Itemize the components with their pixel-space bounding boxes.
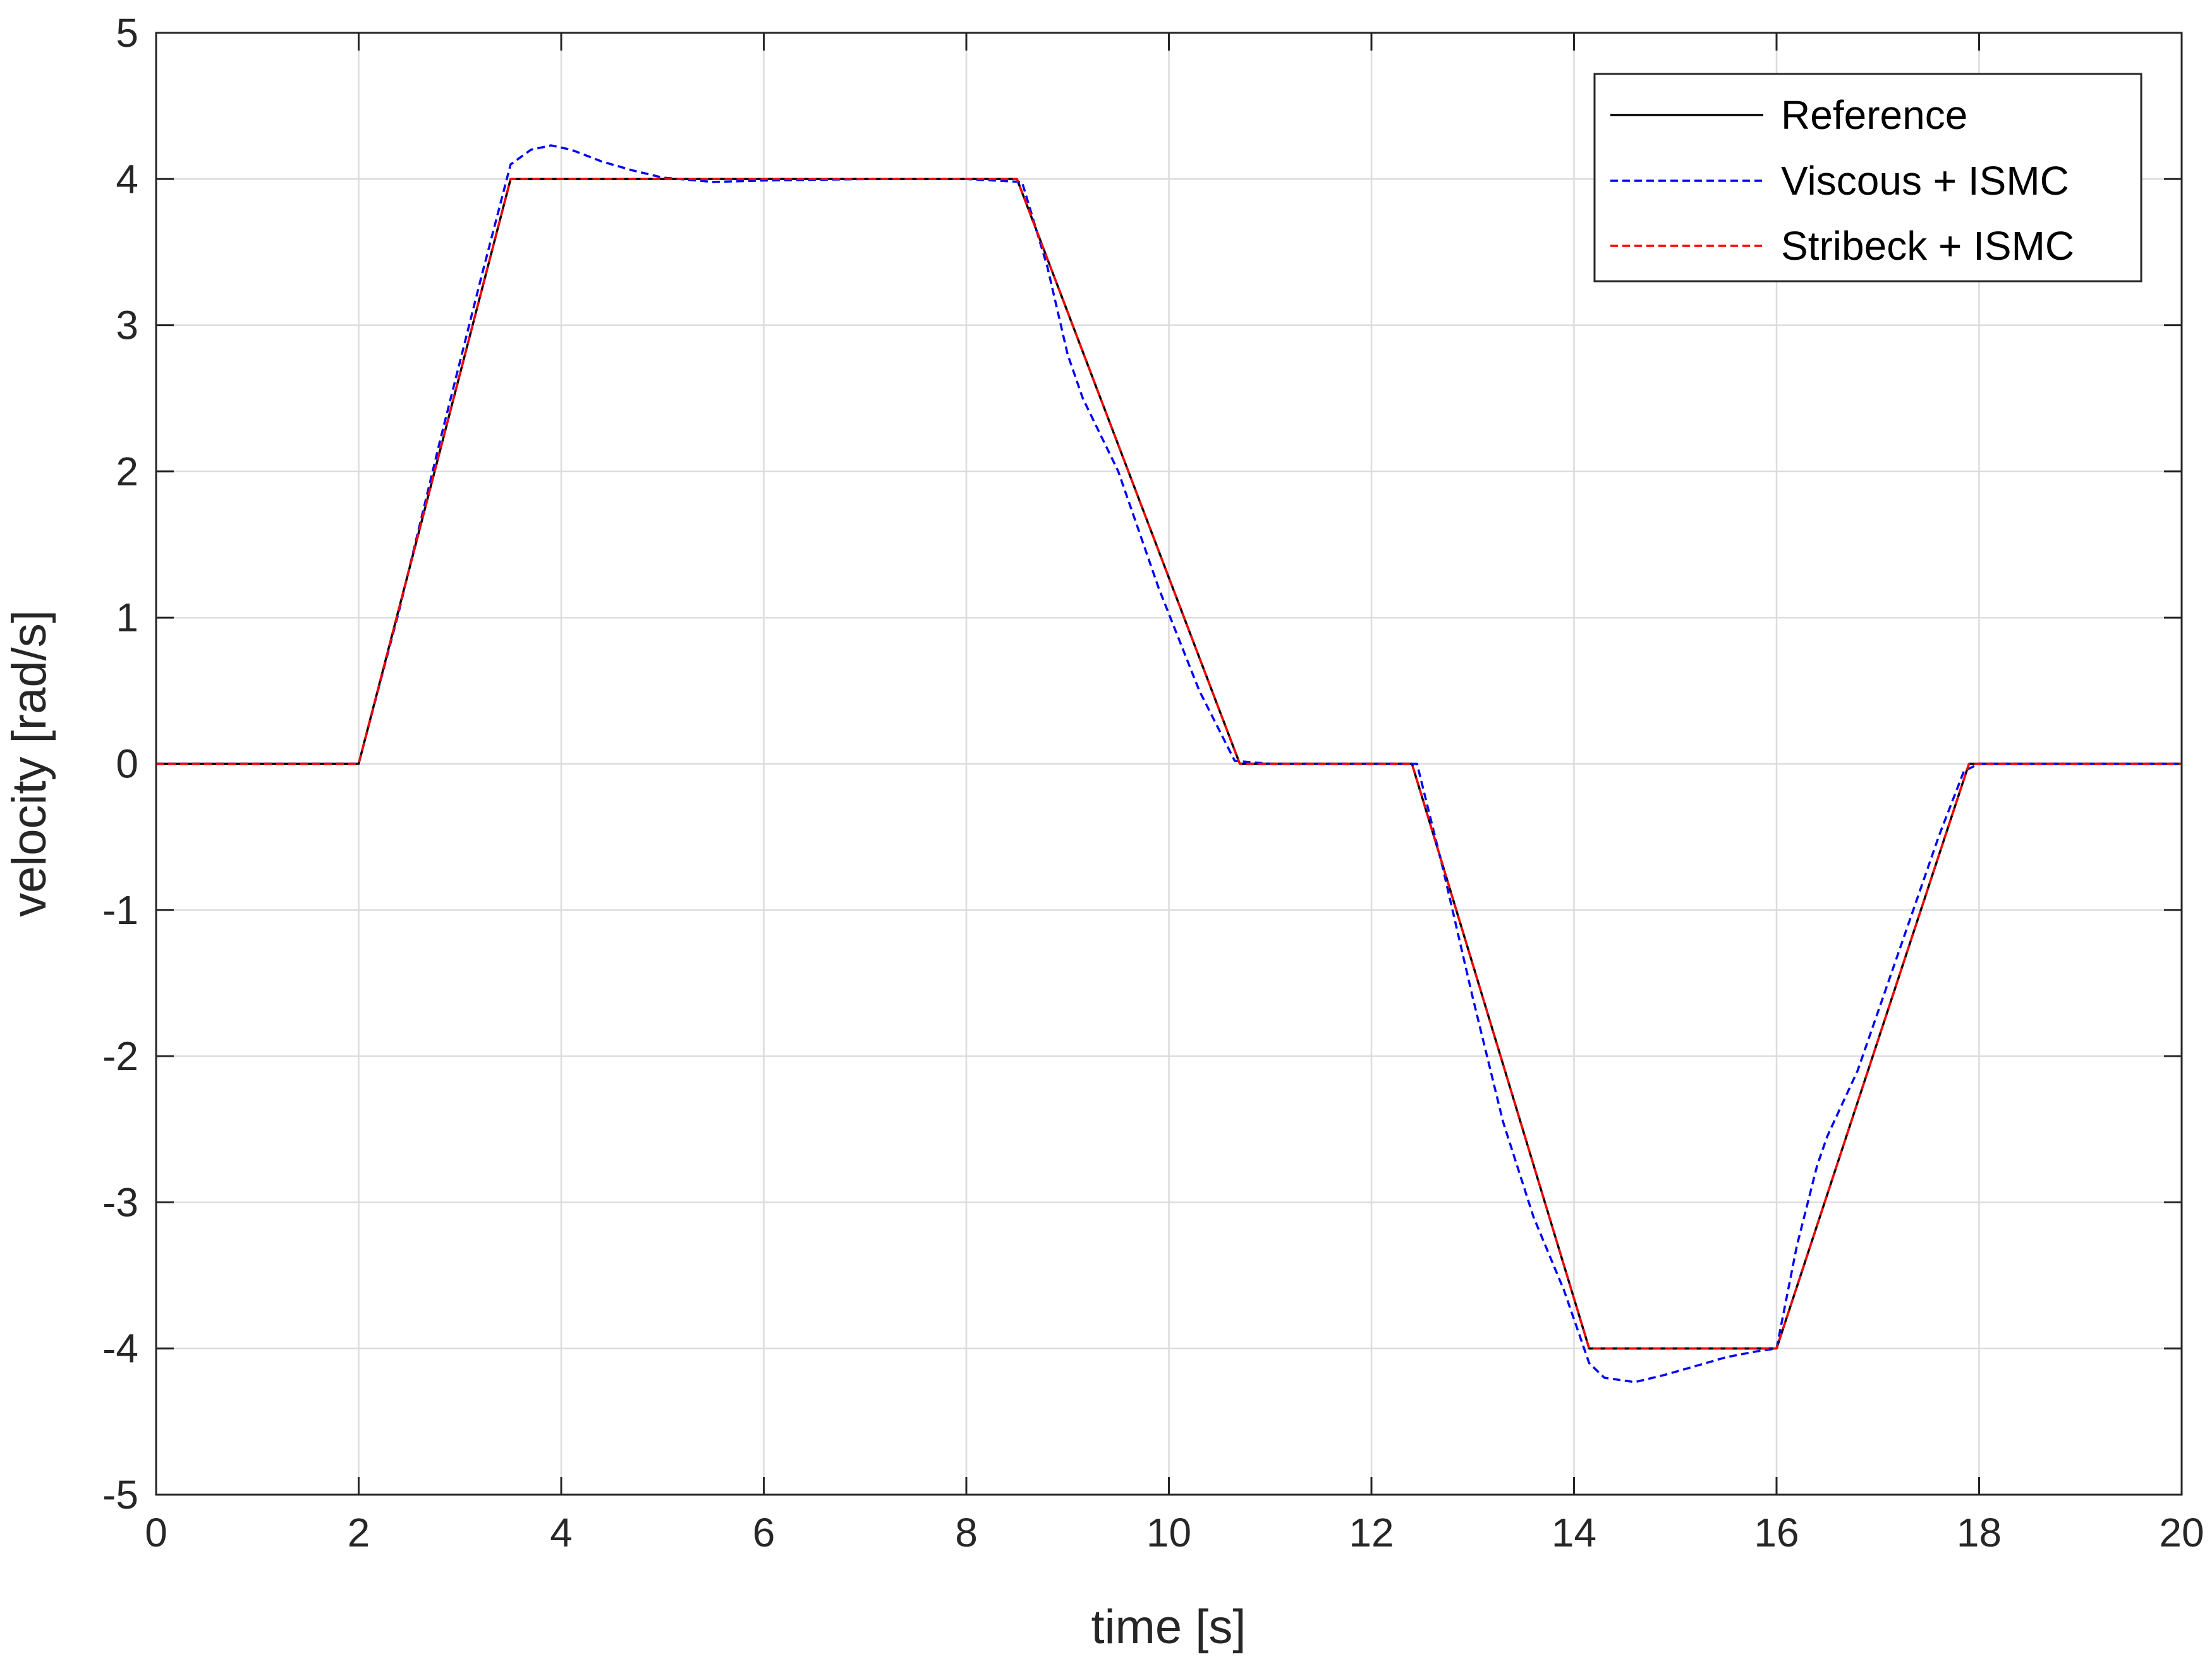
x-tick-label: 20: [2159, 1510, 2204, 1555]
legend-box: [1593, 73, 2142, 283]
x-tick-label: 0: [145, 1510, 167, 1555]
x-tick-label: 18: [1957, 1510, 2002, 1555]
series-lines: [156, 144, 2182, 1383]
y-tick-label: 3: [116, 303, 138, 348]
y-tick-label: -5: [102, 1472, 138, 1517]
x-tick-label: 12: [1349, 1510, 1394, 1555]
y-tick-label: 2: [116, 449, 138, 494]
legend-label: Stribeck + ISMC: [1781, 223, 2074, 269]
y-tick-label: 5: [116, 10, 138, 56]
y-tick-label: 1: [116, 595, 138, 640]
y-tick-label: 0: [116, 741, 138, 787]
x-axis-label: time [s]: [1091, 1600, 1246, 1654]
legend-label: Reference: [1781, 92, 1967, 138]
legend: Reference Viscous + ISMC Stribeck + ISMC: [1593, 73, 2142, 283]
series-line-stribeck-ismc: [156, 178, 2182, 1350]
y-tick-label: -2: [102, 1033, 138, 1079]
grid: [156, 33, 2182, 1495]
legend-label: Viscous + ISMC: [1781, 158, 2069, 204]
y-tick-label: -1: [102, 887, 138, 933]
x-tick-label: 2: [348, 1510, 370, 1555]
y-axis-label: velocity [rad/s]: [3, 610, 56, 917]
x-tick-label: 14: [1552, 1510, 1596, 1555]
y-tick-label: -3: [102, 1179, 138, 1225]
x-tick-label: 10: [1146, 1510, 1191, 1555]
y-tick-label: -4: [102, 1326, 138, 1371]
plot-frame: [155, 32, 2183, 1496]
x-tick-label: 16: [1754, 1510, 1799, 1555]
x-tick-label: 4: [550, 1510, 573, 1555]
x-tick-label: 6: [753, 1510, 775, 1555]
y-tick-label: 4: [116, 156, 138, 202]
series-line-viscous-ismc: [156, 144, 2182, 1383]
x-tick-label: 8: [955, 1510, 978, 1555]
